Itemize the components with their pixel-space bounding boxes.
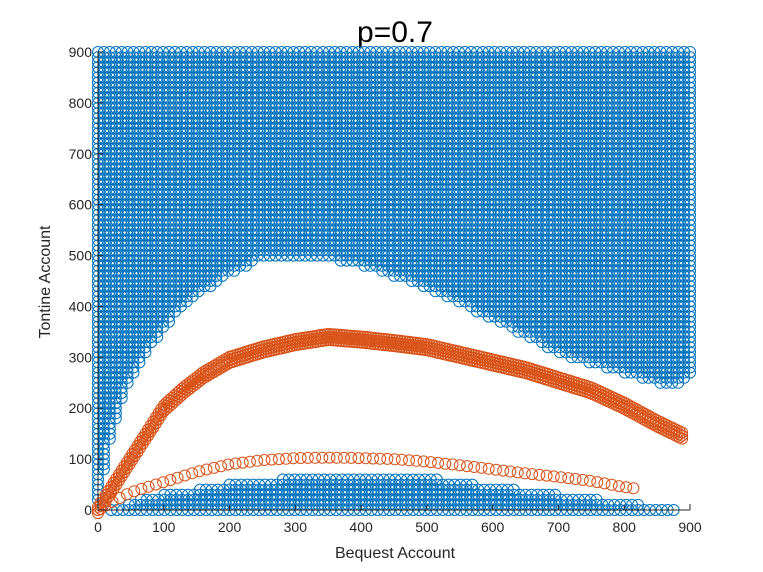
data-point xyxy=(103,427,116,440)
data-point xyxy=(151,331,164,343)
data-point xyxy=(103,422,116,435)
data-point xyxy=(109,402,122,415)
data-point xyxy=(115,392,128,404)
data-point xyxy=(115,387,128,399)
data-point xyxy=(163,315,175,328)
chart-title: p=0.7 xyxy=(357,16,433,49)
data-point xyxy=(103,432,116,445)
data-point xyxy=(121,376,134,389)
plot-area xyxy=(92,46,696,520)
data-point xyxy=(109,407,122,420)
data-point xyxy=(127,366,140,379)
data-point xyxy=(109,412,122,425)
data-point xyxy=(139,346,152,359)
data-point xyxy=(133,356,146,369)
